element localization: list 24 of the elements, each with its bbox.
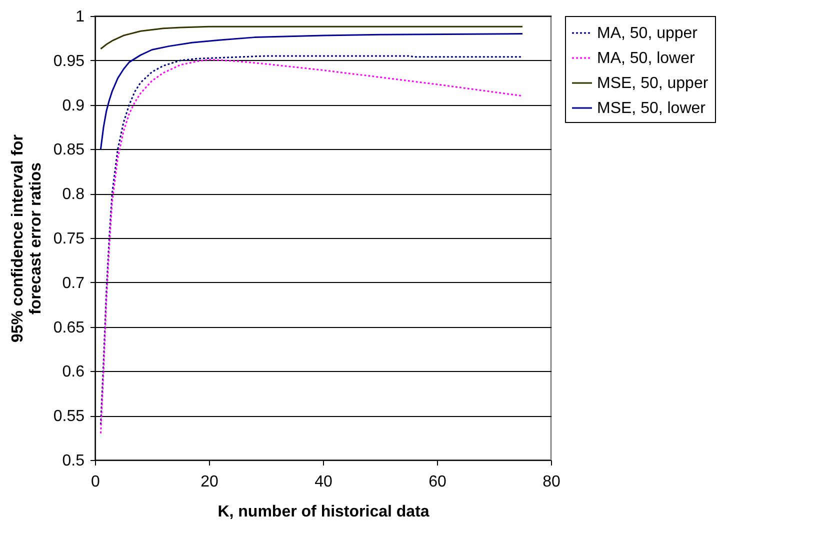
- y-tick-label: 0.95: [53, 52, 85, 70]
- y-tick-label: 0.85: [53, 142, 85, 159]
- x-tick-label: 60: [428, 474, 446, 490]
- legend-label: MA, 50, upper: [597, 25, 698, 42]
- x-axis-title: K, number of historical data: [218, 504, 430, 520]
- y-tick-label: 0.7: [62, 274, 85, 292]
- y-tick-label: 0.65: [53, 319, 85, 336]
- y-tick-label: 0.8: [62, 186, 85, 204]
- x-tick-label: 20: [200, 474, 218, 490]
- y-tick-label: 0.5: [62, 452, 85, 470]
- y-axis-title: 95% confidence interval for forecast error ratios: [9, 134, 44, 343]
- line-series: [100, 26, 524, 50]
- y-tick-label: 0.55: [53, 408, 85, 426]
- x-tick-label: 80: [542, 474, 560, 490]
- x-tick-label: 0: [91, 474, 100, 490]
- x-tick-label: 40: [314, 474, 332, 490]
- legend-label: MSE, 50, lower: [597, 100, 706, 117]
- y-tick-label: 1: [76, 8, 85, 26]
- legend-label: MSE, 50, upper: [597, 75, 709, 92]
- y-tick-label: 0.75: [53, 230, 85, 248]
- legend-label: MA, 50, lower: [597, 50, 696, 67]
- line-series: [100, 33, 524, 150]
- y-tick-label: 0.6: [62, 364, 85, 381]
- y-tick-label: 0.9: [62, 97, 85, 114]
